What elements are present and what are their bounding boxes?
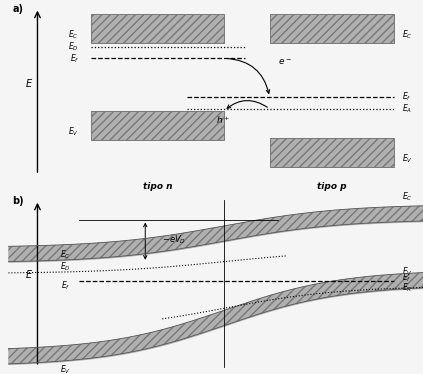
Text: $E_f$: $E_f$ <box>69 52 79 65</box>
Bar <box>269 13 394 43</box>
Text: $E_f$: $E_f$ <box>61 280 71 292</box>
Text: E: E <box>26 79 32 89</box>
Text: $e^-$: $e^-$ <box>278 58 292 67</box>
Text: $E_A$: $E_A$ <box>402 102 412 115</box>
Text: $E_C$: $E_C$ <box>402 190 413 203</box>
Text: a): a) <box>13 4 24 14</box>
Text: E: E <box>26 270 32 280</box>
FancyArrowPatch shape <box>227 101 267 108</box>
Text: $E_f$: $E_f$ <box>402 91 412 104</box>
Text: $E_A$: $E_A$ <box>402 282 412 294</box>
Text: tipo p: tipo p <box>317 182 346 191</box>
Text: $E_C$: $E_C$ <box>402 28 413 41</box>
Text: tipo n: tipo n <box>143 182 173 191</box>
Text: $E_f$: $E_f$ <box>402 272 412 284</box>
Text: $-eV_D$: $-eV_D$ <box>162 233 186 246</box>
Text: $E_V$: $E_V$ <box>68 126 79 138</box>
Text: $E_V$: $E_V$ <box>402 266 413 278</box>
Text: $E_C$: $E_C$ <box>60 248 71 261</box>
Bar <box>269 13 394 43</box>
Text: $h^+$: $h^+$ <box>216 115 230 126</box>
Text: b): b) <box>13 196 24 206</box>
Text: $E_C$: $E_C$ <box>69 28 79 41</box>
Bar <box>91 111 224 140</box>
Bar <box>269 138 394 167</box>
Text: $E_V$: $E_V$ <box>402 153 413 165</box>
Text: $E_V$: $E_V$ <box>60 363 71 374</box>
Bar <box>91 13 224 43</box>
FancyArrowPatch shape <box>227 58 269 93</box>
Bar <box>269 138 394 167</box>
Bar <box>91 13 224 43</box>
Text: $E_D$: $E_D$ <box>68 40 79 53</box>
Bar <box>91 111 224 140</box>
Text: $E_D$: $E_D$ <box>60 260 71 273</box>
